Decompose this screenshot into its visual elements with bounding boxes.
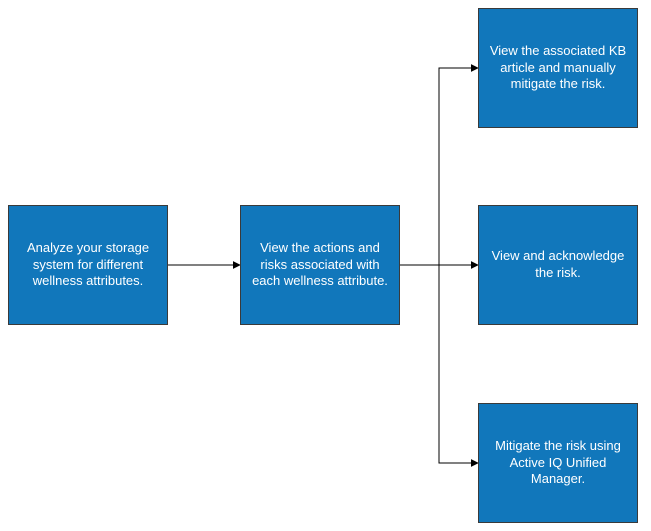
edge-n2-n3 [400, 68, 478, 265]
flowchart-node-label: Mitigate the risk using Active IQ Unifie… [487, 438, 629, 489]
flowchart-node-n1: Analyze your storage system for differen… [8, 205, 168, 325]
flowchart-node-n4: View and acknowledge the risk. [478, 205, 638, 325]
edge-n2-n5 [400, 265, 478, 463]
flowchart-node-n5: Mitigate the risk using Active IQ Unifie… [478, 403, 638, 523]
flowchart-node-label: View the associated KB article and manua… [487, 43, 629, 94]
flowchart-node-label: View and acknowledge the risk. [487, 248, 629, 282]
flowchart-node-n2: View the actions and risks associated wi… [240, 205, 400, 325]
flowchart-node-n3: View the associated KB article and manua… [478, 8, 638, 128]
flowchart-node-label: View the actions and risks associated wi… [249, 240, 391, 291]
flowchart-node-label: Analyze your storage system for differen… [17, 240, 159, 291]
